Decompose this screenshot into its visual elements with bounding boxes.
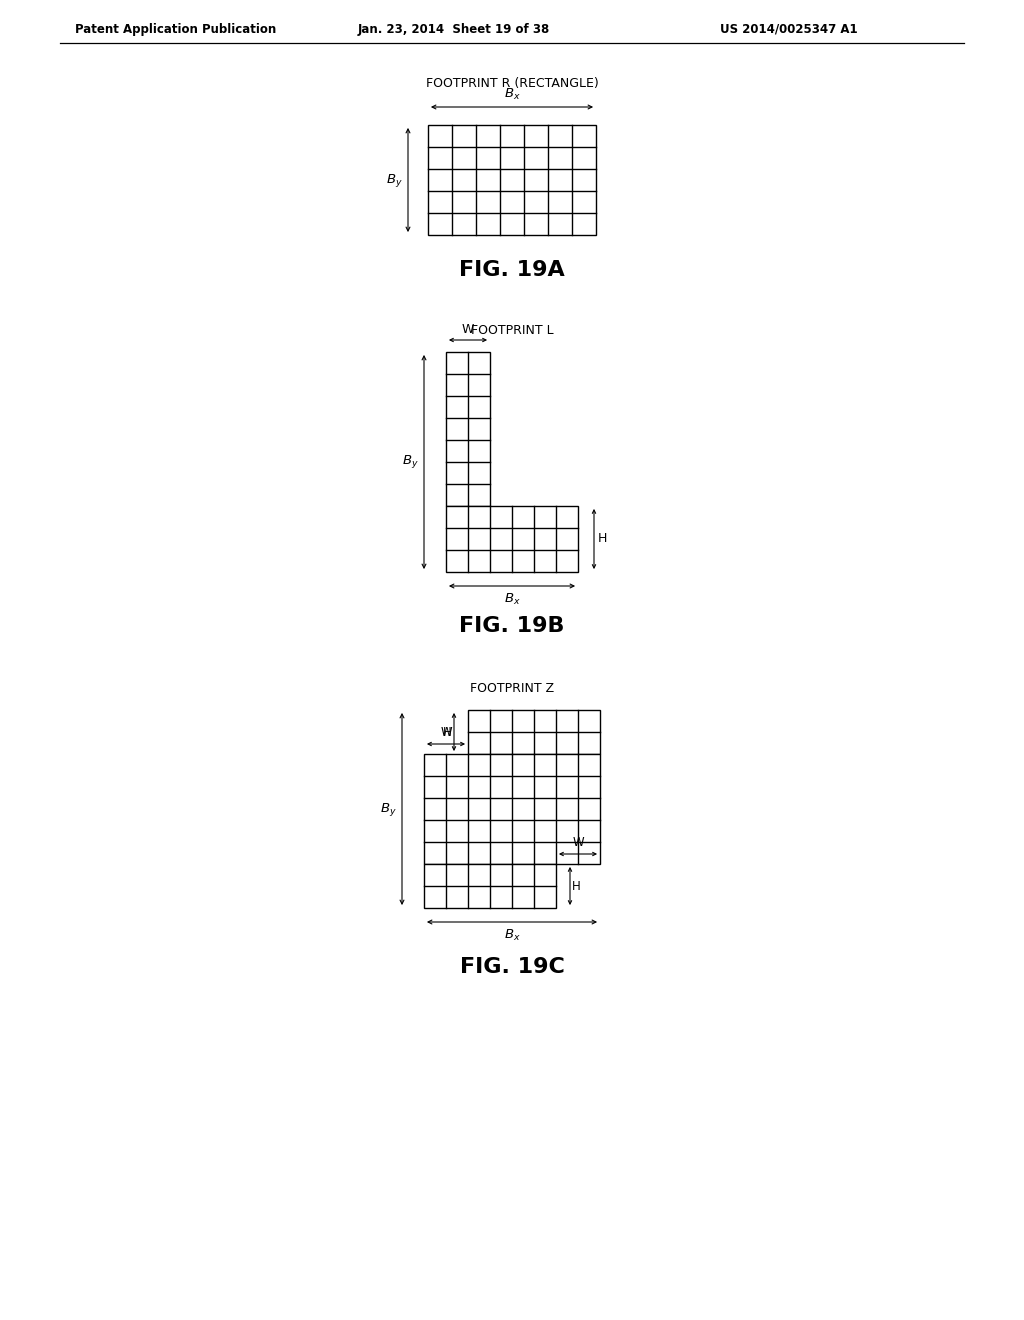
Text: FIG. 19A: FIG. 19A [459, 260, 565, 280]
Text: H: H [572, 879, 581, 892]
Text: FOOTPRINT Z: FOOTPRINT Z [470, 681, 554, 694]
Text: W: W [440, 726, 452, 739]
Text: $B_y$: $B_y$ [380, 800, 397, 817]
Bar [468, 710, 600, 754]
Text: $B_y$: $B_y$ [402, 454, 419, 470]
Text: FOOTPRINT L: FOOTPRINT L [471, 323, 553, 337]
Text: $B_y$: $B_y$ [386, 172, 403, 189]
Text: FIG. 19B: FIG. 19B [459, 616, 565, 636]
Text: $B_x$: $B_x$ [504, 87, 520, 102]
Bar [446, 506, 578, 572]
Text: $B_x$: $B_x$ [504, 591, 520, 607]
Bar [424, 865, 556, 908]
Text: FIG. 19C: FIG. 19C [460, 957, 564, 977]
Text: W: W [462, 323, 474, 337]
Text: Patent Application Publication: Patent Application Publication [75, 22, 276, 36]
Bar [446, 352, 490, 506]
Text: US 2014/0025347 A1: US 2014/0025347 A1 [720, 22, 858, 36]
Text: W: W [572, 836, 584, 849]
Bar [424, 754, 600, 865]
Text: Jan. 23, 2014  Sheet 19 of 38: Jan. 23, 2014 Sheet 19 of 38 [358, 22, 550, 36]
Text: $B_x$: $B_x$ [504, 928, 520, 942]
Bar [428, 125, 596, 235]
Text: FOOTPRINT R (RECTANGLE): FOOTPRINT R (RECTANGLE) [426, 77, 598, 90]
Text: H: H [443, 726, 452, 738]
Text: H: H [598, 532, 607, 545]
